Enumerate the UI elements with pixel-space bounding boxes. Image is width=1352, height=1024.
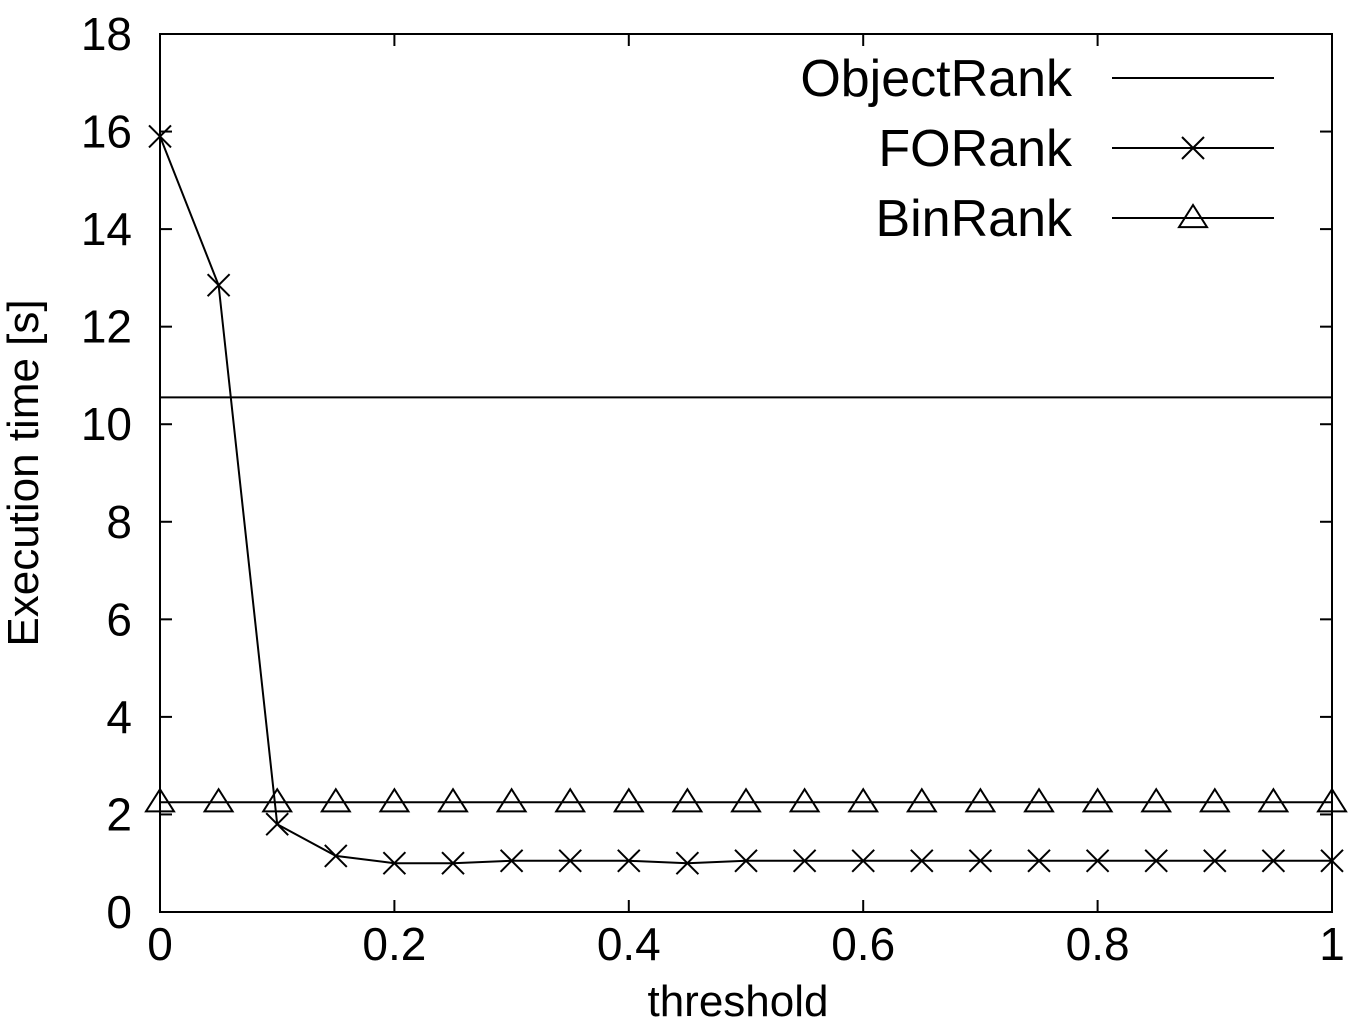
series-lines	[159, 136, 1332, 865]
data-point-forank	[1027, 849, 1051, 873]
marker-stroke	[1261, 849, 1286, 873]
data-point-binrank	[905, 787, 938, 813]
y-tick-label: 8	[106, 496, 132, 548]
data-point-binrank	[964, 787, 997, 813]
x-axis-label: threshold	[647, 977, 828, 1024]
data-point-binrank	[554, 787, 587, 813]
data-point-forank	[558, 849, 582, 873]
y-tick-label: 16	[81, 106, 132, 158]
x-tick-label: 0.2	[362, 918, 426, 970]
marker-stroke	[851, 849, 875, 873]
data-point-binrank	[1140, 787, 1173, 813]
x-tick-label: 0.8	[1066, 918, 1130, 970]
x-tick-label: 0	[147, 918, 173, 970]
data-point-forank	[148, 124, 172, 149]
y-tick-label: 10	[81, 398, 132, 450]
data-point-binrank	[1316, 787, 1348, 813]
data-point-binrank	[495, 787, 528, 813]
marker-stroke	[1085, 849, 1110, 873]
data-point-binrank	[1023, 787, 1055, 813]
legend-marker-binrank	[1177, 203, 1209, 229]
data-point-forank	[734, 849, 758, 873]
y-tick-label: 18	[81, 8, 132, 60]
marker-stroke	[734, 849, 758, 873]
y-tick-label: 4	[106, 691, 132, 743]
data-point-forank	[441, 851, 465, 875]
y-tick-label: 0	[106, 886, 132, 938]
data-point-binrank	[378, 787, 411, 813]
data-point-forank	[1203, 849, 1227, 873]
x-tick-label: 0.6	[831, 918, 895, 970]
series-line-forank	[159, 136, 1332, 865]
legend-marker-forank	[1181, 136, 1205, 160]
data-point-forank	[675, 851, 700, 875]
data-point-forank	[1320, 849, 1344, 873]
data-point-binrank	[788, 787, 821, 813]
marker-stroke	[910, 849, 934, 873]
data-point-forank	[617, 849, 641, 873]
marker-stroke	[324, 844, 348, 868]
marker-stroke	[1181, 136, 1205, 160]
marker-stroke	[675, 851, 700, 875]
data-point-binrank	[319, 787, 352, 813]
marker-stroke	[1320, 849, 1344, 873]
marker-stroke	[558, 849, 582, 873]
data-point-forank	[792, 849, 817, 873]
marker-stroke	[148, 124, 172, 149]
marker-stroke	[441, 851, 465, 875]
y-tick-label: 6	[106, 593, 132, 645]
data-point-binrank	[261, 787, 294, 813]
marker-stroke	[206, 273, 231, 297]
y-axis-label: Execution time [s]	[0, 299, 48, 646]
data-point-forank	[206, 273, 231, 297]
series-markers	[144, 124, 1348, 875]
data-point-forank	[265, 812, 289, 836]
marker-stroke	[382, 851, 407, 875]
data-point-binrank	[730, 787, 762, 813]
data-point-forank	[1144, 849, 1168, 873]
legend-label-binrank: BinRank	[875, 190, 1073, 248]
data-point-binrank	[612, 787, 645, 813]
data-point-binrank	[437, 787, 469, 813]
plot-frame	[159, 33, 1333, 913]
data-point-binrank	[144, 787, 176, 813]
marker-stroke	[1144, 849, 1168, 873]
marker-stroke	[499, 849, 524, 873]
data-point-forank	[324, 844, 348, 868]
y-tick-label: 12	[81, 301, 132, 353]
data-point-forank	[1085, 849, 1110, 873]
data-point-binrank	[847, 787, 880, 813]
data-point-forank	[910, 849, 934, 873]
x-tick-label: 0.4	[597, 918, 661, 970]
data-point-binrank	[202, 787, 235, 813]
data-point-binrank	[1257, 787, 1290, 813]
y-tick-label: 14	[81, 203, 132, 255]
y-tick-label: 2	[106, 788, 132, 840]
data-point-binrank	[671, 787, 704, 813]
marker-stroke	[1203, 849, 1227, 873]
data-point-forank	[968, 849, 993, 873]
legend: ObjectRank FORank BinRank	[800, 50, 1274, 248]
data-point-binrank	[1081, 787, 1114, 813]
data-point-forank	[1261, 849, 1286, 873]
marker-stroke	[1027, 849, 1051, 873]
legend-label-objectrank: ObjectRank	[800, 50, 1073, 108]
legend-label-forank: FORank	[878, 120, 1073, 178]
data-point-forank	[382, 851, 407, 875]
marker-stroke	[617, 849, 641, 873]
data-point-forank	[851, 849, 875, 873]
marker-stroke	[265, 812, 289, 836]
marker-stroke	[968, 849, 993, 873]
data-point-binrank	[1198, 787, 1231, 813]
x-tick-label: 1	[1319, 918, 1345, 970]
data-point-forank	[499, 849, 524, 873]
marker-stroke	[792, 849, 817, 873]
